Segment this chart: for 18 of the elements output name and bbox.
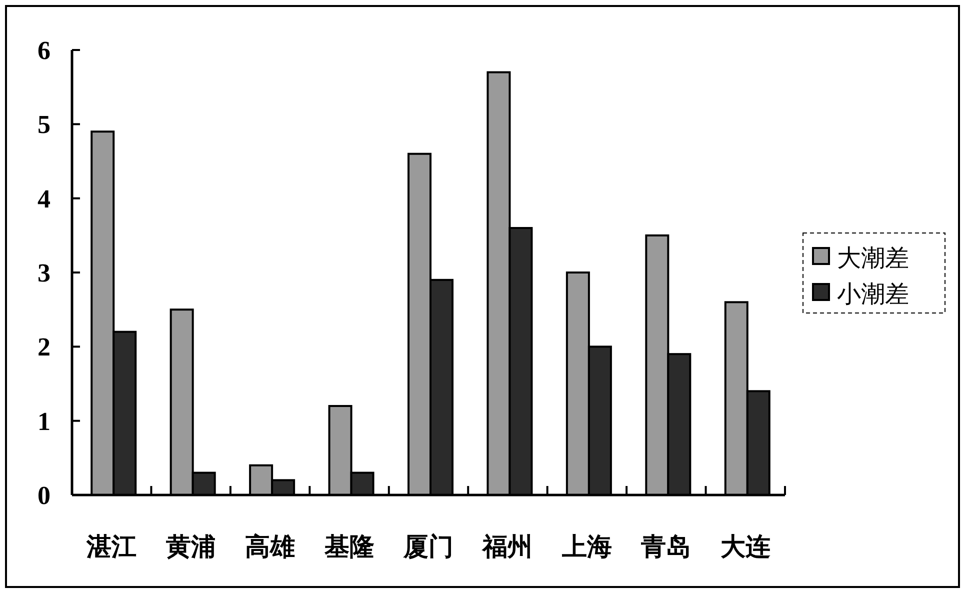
x-tick-label: 湛江 xyxy=(86,532,137,561)
y-tick-label: 5 xyxy=(38,110,50,140)
x-tick-label: 大连 xyxy=(720,532,770,561)
x-tick-label: 高雄 xyxy=(245,532,296,561)
x-tick-label: 基隆 xyxy=(323,532,374,561)
x-tick-label: 厦门 xyxy=(402,532,454,561)
x-tick-label: 福州 xyxy=(482,532,533,561)
legend-label: 小潮差 xyxy=(837,280,909,308)
x-tick-label: 黄浦 xyxy=(164,532,216,561)
legend-label: 大潮差 xyxy=(837,244,909,272)
y-tick-label: 3 xyxy=(38,258,50,288)
y-tick-label: 4 xyxy=(38,184,50,214)
y-tick-label: 6 xyxy=(38,36,50,65)
x-tick-label: 上海 xyxy=(560,532,612,561)
y-tick-label: 0 xyxy=(38,481,50,510)
y-tick-label: 2 xyxy=(38,332,50,362)
y-tick-label: 1 xyxy=(38,406,50,436)
x-tick-label: 青岛 xyxy=(640,532,692,561)
